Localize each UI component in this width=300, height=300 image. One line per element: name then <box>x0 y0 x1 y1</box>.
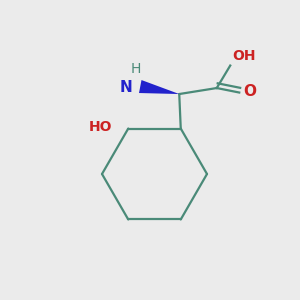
Text: H: H <box>130 62 141 76</box>
Text: OH: OH <box>233 49 256 63</box>
Text: O: O <box>243 84 256 99</box>
Polygon shape <box>139 80 179 94</box>
Text: HO: HO <box>88 120 112 134</box>
Text: N: N <box>120 80 133 95</box>
